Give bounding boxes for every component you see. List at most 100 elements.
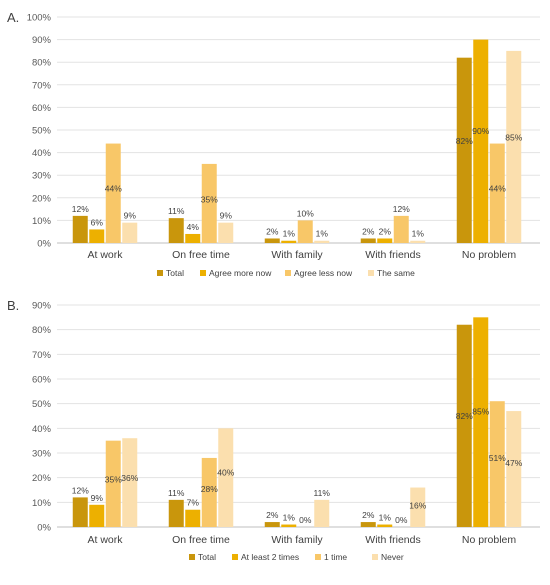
data-label: 16% bbox=[409, 500, 426, 510]
data-label: 1% bbox=[283, 229, 296, 239]
bar bbox=[506, 411, 522, 527]
category-label: At work bbox=[87, 249, 123, 261]
y-tick-label: 0% bbox=[37, 239, 51, 250]
bar bbox=[360, 238, 376, 243]
bar bbox=[506, 50, 522, 244]
bar bbox=[297, 220, 313, 243]
bar bbox=[456, 57, 472, 244]
panel-label: B. bbox=[7, 298, 19, 313]
y-tick-label: 10% bbox=[32, 498, 52, 509]
category-label: With friends bbox=[365, 249, 420, 261]
category-label: No problem bbox=[462, 249, 517, 261]
bar bbox=[281, 524, 297, 527]
bar bbox=[264, 522, 280, 527]
bar bbox=[105, 440, 121, 527]
bar bbox=[473, 317, 489, 527]
y-tick-label: 20% bbox=[32, 193, 52, 204]
bar bbox=[185, 509, 201, 527]
data-label: 9% bbox=[220, 211, 233, 221]
data-label: 40% bbox=[217, 468, 234, 478]
y-tick-label: 90% bbox=[32, 35, 52, 46]
y-tick-label: 50% bbox=[32, 126, 52, 137]
y-tick-label: 60% bbox=[32, 103, 52, 114]
y-tick-label: 40% bbox=[32, 148, 52, 159]
bar bbox=[122, 438, 138, 527]
data-label: 12% bbox=[72, 485, 89, 495]
legend-label: 1 time bbox=[324, 552, 347, 562]
data-label: 36% bbox=[121, 473, 138, 483]
data-label: 35% bbox=[201, 194, 218, 204]
bar bbox=[218, 222, 234, 243]
bar bbox=[72, 497, 88, 527]
category-label: With family bbox=[271, 534, 323, 546]
y-tick-label: 10% bbox=[32, 216, 52, 227]
bar bbox=[360, 522, 376, 527]
data-label: 12% bbox=[72, 204, 89, 214]
panel-label: A. bbox=[7, 10, 19, 25]
data-label: 35% bbox=[105, 475, 122, 485]
bar bbox=[89, 229, 105, 243]
y-tick-label: 90% bbox=[32, 301, 52, 312]
legend-label: The same bbox=[377, 268, 415, 278]
y-tick-label: 50% bbox=[32, 399, 52, 410]
data-label: 0% bbox=[299, 515, 312, 525]
legend-swatch bbox=[157, 270, 163, 276]
legend-swatch bbox=[285, 270, 291, 276]
legend-label: Agree less now bbox=[294, 268, 353, 278]
legend-label: Agree more now bbox=[209, 268, 272, 278]
bar bbox=[377, 524, 393, 527]
data-label: 10% bbox=[297, 208, 314, 218]
data-label: 11% bbox=[168, 488, 185, 498]
legend-swatch bbox=[189, 554, 195, 560]
legend-label: At least 2 times bbox=[241, 552, 299, 562]
bar bbox=[201, 163, 217, 243]
data-label: 51% bbox=[489, 453, 506, 463]
data-label: 85% bbox=[472, 407, 489, 417]
y-tick-label: 30% bbox=[32, 449, 52, 460]
legend-label: Total bbox=[166, 268, 184, 278]
bar bbox=[168, 218, 184, 243]
legend-swatch bbox=[315, 554, 321, 560]
legend-label: Never bbox=[381, 552, 404, 562]
data-label: 85% bbox=[505, 132, 522, 142]
bar bbox=[122, 222, 138, 243]
data-label: 1% bbox=[283, 513, 296, 523]
category-label: With friends bbox=[365, 534, 420, 546]
data-label: 2% bbox=[362, 226, 375, 236]
data-label: 0% bbox=[395, 515, 408, 525]
y-tick-label: 30% bbox=[32, 171, 52, 182]
legend-swatch bbox=[232, 554, 238, 560]
y-tick-label: 80% bbox=[32, 58, 52, 69]
legend-swatch bbox=[200, 270, 206, 276]
bar bbox=[201, 457, 217, 527]
data-label: 44% bbox=[489, 183, 506, 193]
data-label: 28% bbox=[201, 484, 218, 494]
data-label: 82% bbox=[456, 411, 473, 421]
bar bbox=[377, 238, 393, 243]
y-tick-label: 100% bbox=[27, 13, 52, 24]
data-label: 1% bbox=[379, 513, 392, 523]
bar bbox=[314, 499, 330, 527]
data-label: 1% bbox=[316, 229, 329, 239]
bar bbox=[410, 487, 426, 527]
bar bbox=[410, 240, 426, 243]
bar bbox=[89, 504, 105, 527]
legend-swatch bbox=[368, 270, 374, 276]
y-tick-label: 70% bbox=[32, 80, 52, 91]
bar bbox=[264, 238, 280, 243]
bar bbox=[489, 401, 505, 527]
bar bbox=[105, 143, 121, 243]
bar bbox=[456, 324, 472, 527]
bar bbox=[473, 39, 489, 243]
y-tick-label: 20% bbox=[32, 473, 52, 484]
data-label: 1% bbox=[412, 229, 425, 239]
bar bbox=[168, 499, 184, 527]
y-tick-label: 60% bbox=[32, 375, 52, 386]
category-label: On free time bbox=[172, 249, 230, 261]
data-label: 2% bbox=[266, 226, 279, 236]
bar bbox=[489, 143, 505, 243]
data-label: 4% bbox=[187, 222, 200, 232]
data-label: 2% bbox=[266, 510, 279, 520]
category-label: On free time bbox=[172, 534, 230, 546]
